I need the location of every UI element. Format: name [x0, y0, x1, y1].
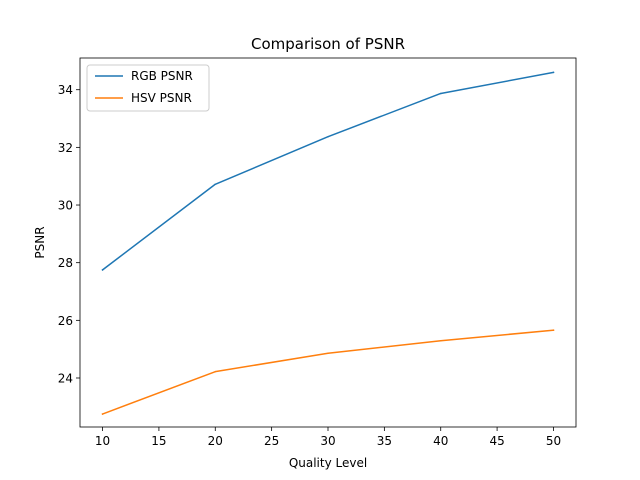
x-axis-label: Quality Level: [289, 456, 367, 470]
data-point-hsv-psnr: [214, 370, 217, 373]
x-tick-label: 10: [95, 434, 110, 448]
data-point-rgb-psnr: [439, 92, 442, 95]
data-point-hsv-psnr: [327, 352, 329, 354]
legend-label-rgb-psnr: RGB PSNR: [131, 69, 193, 83]
x-tick-label: 20: [208, 434, 223, 448]
y-tick-label: 32: [58, 141, 73, 155]
x-tick-label: 25: [264, 434, 279, 448]
x-tick-label: 45: [489, 434, 504, 448]
x-axis-ticks: 10 15 20 25 30 35 40 45 50: [95, 427, 561, 448]
x-tick-label: 15: [151, 434, 166, 448]
legend-label-hsv-psnr: HSV PSNR: [131, 91, 192, 105]
data-point-hsv-psnr: [439, 340, 442, 342]
data-point-rgb-psnr: [214, 183, 217, 186]
data-point-hsv-psnr: [552, 329, 555, 331]
data-point-rgb-psnr: [327, 135, 329, 138]
data-point-rgb-psnr: [101, 269, 104, 271]
y-tick-label: 24: [58, 371, 73, 385]
chart-title: Comparison of PSNR: [251, 35, 405, 53]
y-axis-label: PSNR: [33, 226, 47, 258]
y-tick-label: 26: [58, 314, 73, 328]
data-point-rgb-psnr: [552, 71, 555, 74]
legend: RGB PSNR HSV PSNR: [86, 64, 210, 112]
x-tick-label: 30: [320, 434, 335, 448]
x-tick-label: 40: [433, 434, 448, 448]
x-tick-label: 35: [377, 434, 392, 448]
plot-lines: [101, 71, 555, 415]
x-tick-label: 50: [546, 434, 561, 448]
y-axis-ticks: 24 26 28 30 32 34: [58, 83, 80, 385]
y-tick-label: 34: [58, 83, 73, 97]
y-tick-label: 28: [58, 256, 73, 270]
y-tick-label: 30: [58, 199, 73, 213]
data-point-hsv-psnr: [101, 413, 104, 415]
